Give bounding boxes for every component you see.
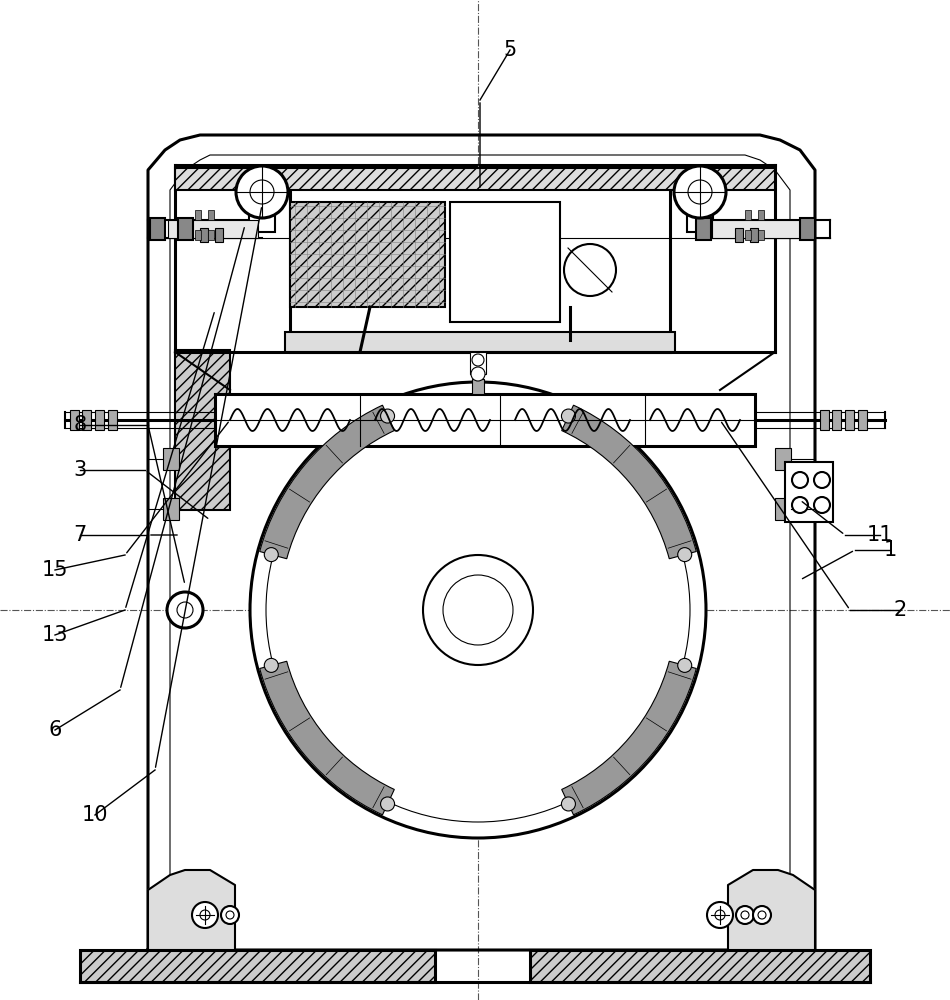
Bar bbox=[290, 187, 670, 352]
Circle shape bbox=[236, 166, 288, 218]
Bar bbox=[775, 448, 791, 470]
Circle shape bbox=[564, 244, 616, 296]
Bar bbox=[758, 230, 764, 240]
Text: 1: 1 bbox=[884, 540, 897, 560]
Bar bbox=[178, 218, 193, 240]
Circle shape bbox=[753, 906, 771, 924]
Circle shape bbox=[192, 902, 218, 928]
Bar bbox=[820, 410, 829, 430]
Text: 11: 11 bbox=[866, 525, 893, 545]
Polygon shape bbox=[728, 870, 815, 950]
Bar bbox=[785, 462, 833, 522]
Bar bbox=[696, 218, 711, 240]
Circle shape bbox=[264, 548, 278, 562]
Bar bbox=[745, 230, 751, 240]
Bar bbox=[775, 498, 791, 520]
Bar bbox=[530, 950, 870, 982]
Circle shape bbox=[792, 497, 808, 513]
Text: 15: 15 bbox=[42, 560, 68, 580]
Bar bbox=[249, 192, 275, 232]
Circle shape bbox=[736, 906, 754, 924]
Bar bbox=[163, 448, 179, 470]
Circle shape bbox=[707, 902, 733, 928]
Bar bbox=[195, 230, 201, 240]
Bar bbox=[470, 352, 486, 374]
Text: 2: 2 bbox=[893, 600, 906, 620]
Polygon shape bbox=[148, 870, 235, 950]
Bar bbox=[858, 410, 867, 430]
Circle shape bbox=[561, 409, 576, 423]
Circle shape bbox=[677, 548, 692, 562]
Circle shape bbox=[814, 497, 830, 513]
Circle shape bbox=[792, 472, 808, 488]
Bar bbox=[285, 332, 675, 352]
Circle shape bbox=[250, 382, 706, 838]
Text: 5: 5 bbox=[504, 40, 517, 60]
Bar bbox=[108, 410, 117, 430]
Bar bbox=[163, 498, 179, 520]
Bar bbox=[832, 410, 841, 430]
Bar bbox=[70, 410, 79, 430]
Circle shape bbox=[561, 797, 576, 811]
Circle shape bbox=[814, 472, 830, 488]
Wedge shape bbox=[259, 661, 394, 815]
Text: 7: 7 bbox=[73, 525, 86, 545]
Text: 10: 10 bbox=[82, 805, 108, 825]
Bar bbox=[745, 210, 751, 220]
Circle shape bbox=[471, 367, 485, 381]
Polygon shape bbox=[148, 135, 815, 950]
Text: 6: 6 bbox=[48, 720, 62, 740]
Text: 8: 8 bbox=[73, 415, 86, 435]
Wedge shape bbox=[561, 405, 696, 559]
Circle shape bbox=[677, 658, 692, 672]
Bar bbox=[168, 220, 258, 238]
Bar bbox=[175, 350, 230, 510]
Bar bbox=[95, 410, 104, 430]
Bar bbox=[150, 218, 165, 240]
Text: 13: 13 bbox=[42, 625, 68, 645]
Bar bbox=[750, 228, 758, 242]
Bar bbox=[208, 210, 214, 220]
Bar bbox=[450, 202, 560, 322]
Bar bbox=[82, 410, 91, 430]
Bar bbox=[208, 230, 214, 240]
Wedge shape bbox=[561, 661, 696, 815]
Circle shape bbox=[381, 797, 394, 811]
Circle shape bbox=[688, 180, 712, 204]
Bar bbox=[290, 202, 445, 307]
Bar bbox=[472, 379, 484, 394]
Wedge shape bbox=[259, 405, 394, 559]
Bar bbox=[845, 410, 854, 430]
Bar bbox=[735, 228, 743, 242]
Bar bbox=[800, 218, 815, 240]
Bar bbox=[215, 394, 755, 446]
Bar bbox=[687, 192, 713, 232]
Text: 3: 3 bbox=[73, 460, 86, 480]
Circle shape bbox=[423, 555, 533, 665]
Circle shape bbox=[221, 906, 239, 924]
Bar bbox=[80, 950, 435, 982]
Bar bbox=[175, 168, 775, 190]
Circle shape bbox=[167, 592, 203, 628]
Circle shape bbox=[674, 166, 726, 218]
Bar bbox=[200, 228, 208, 242]
Circle shape bbox=[472, 354, 484, 366]
Circle shape bbox=[250, 180, 274, 204]
Circle shape bbox=[264, 658, 278, 672]
Bar bbox=[195, 210, 201, 220]
Bar bbox=[712, 220, 802, 238]
Bar bbox=[758, 210, 764, 220]
Bar bbox=[215, 228, 223, 242]
Circle shape bbox=[381, 409, 394, 423]
